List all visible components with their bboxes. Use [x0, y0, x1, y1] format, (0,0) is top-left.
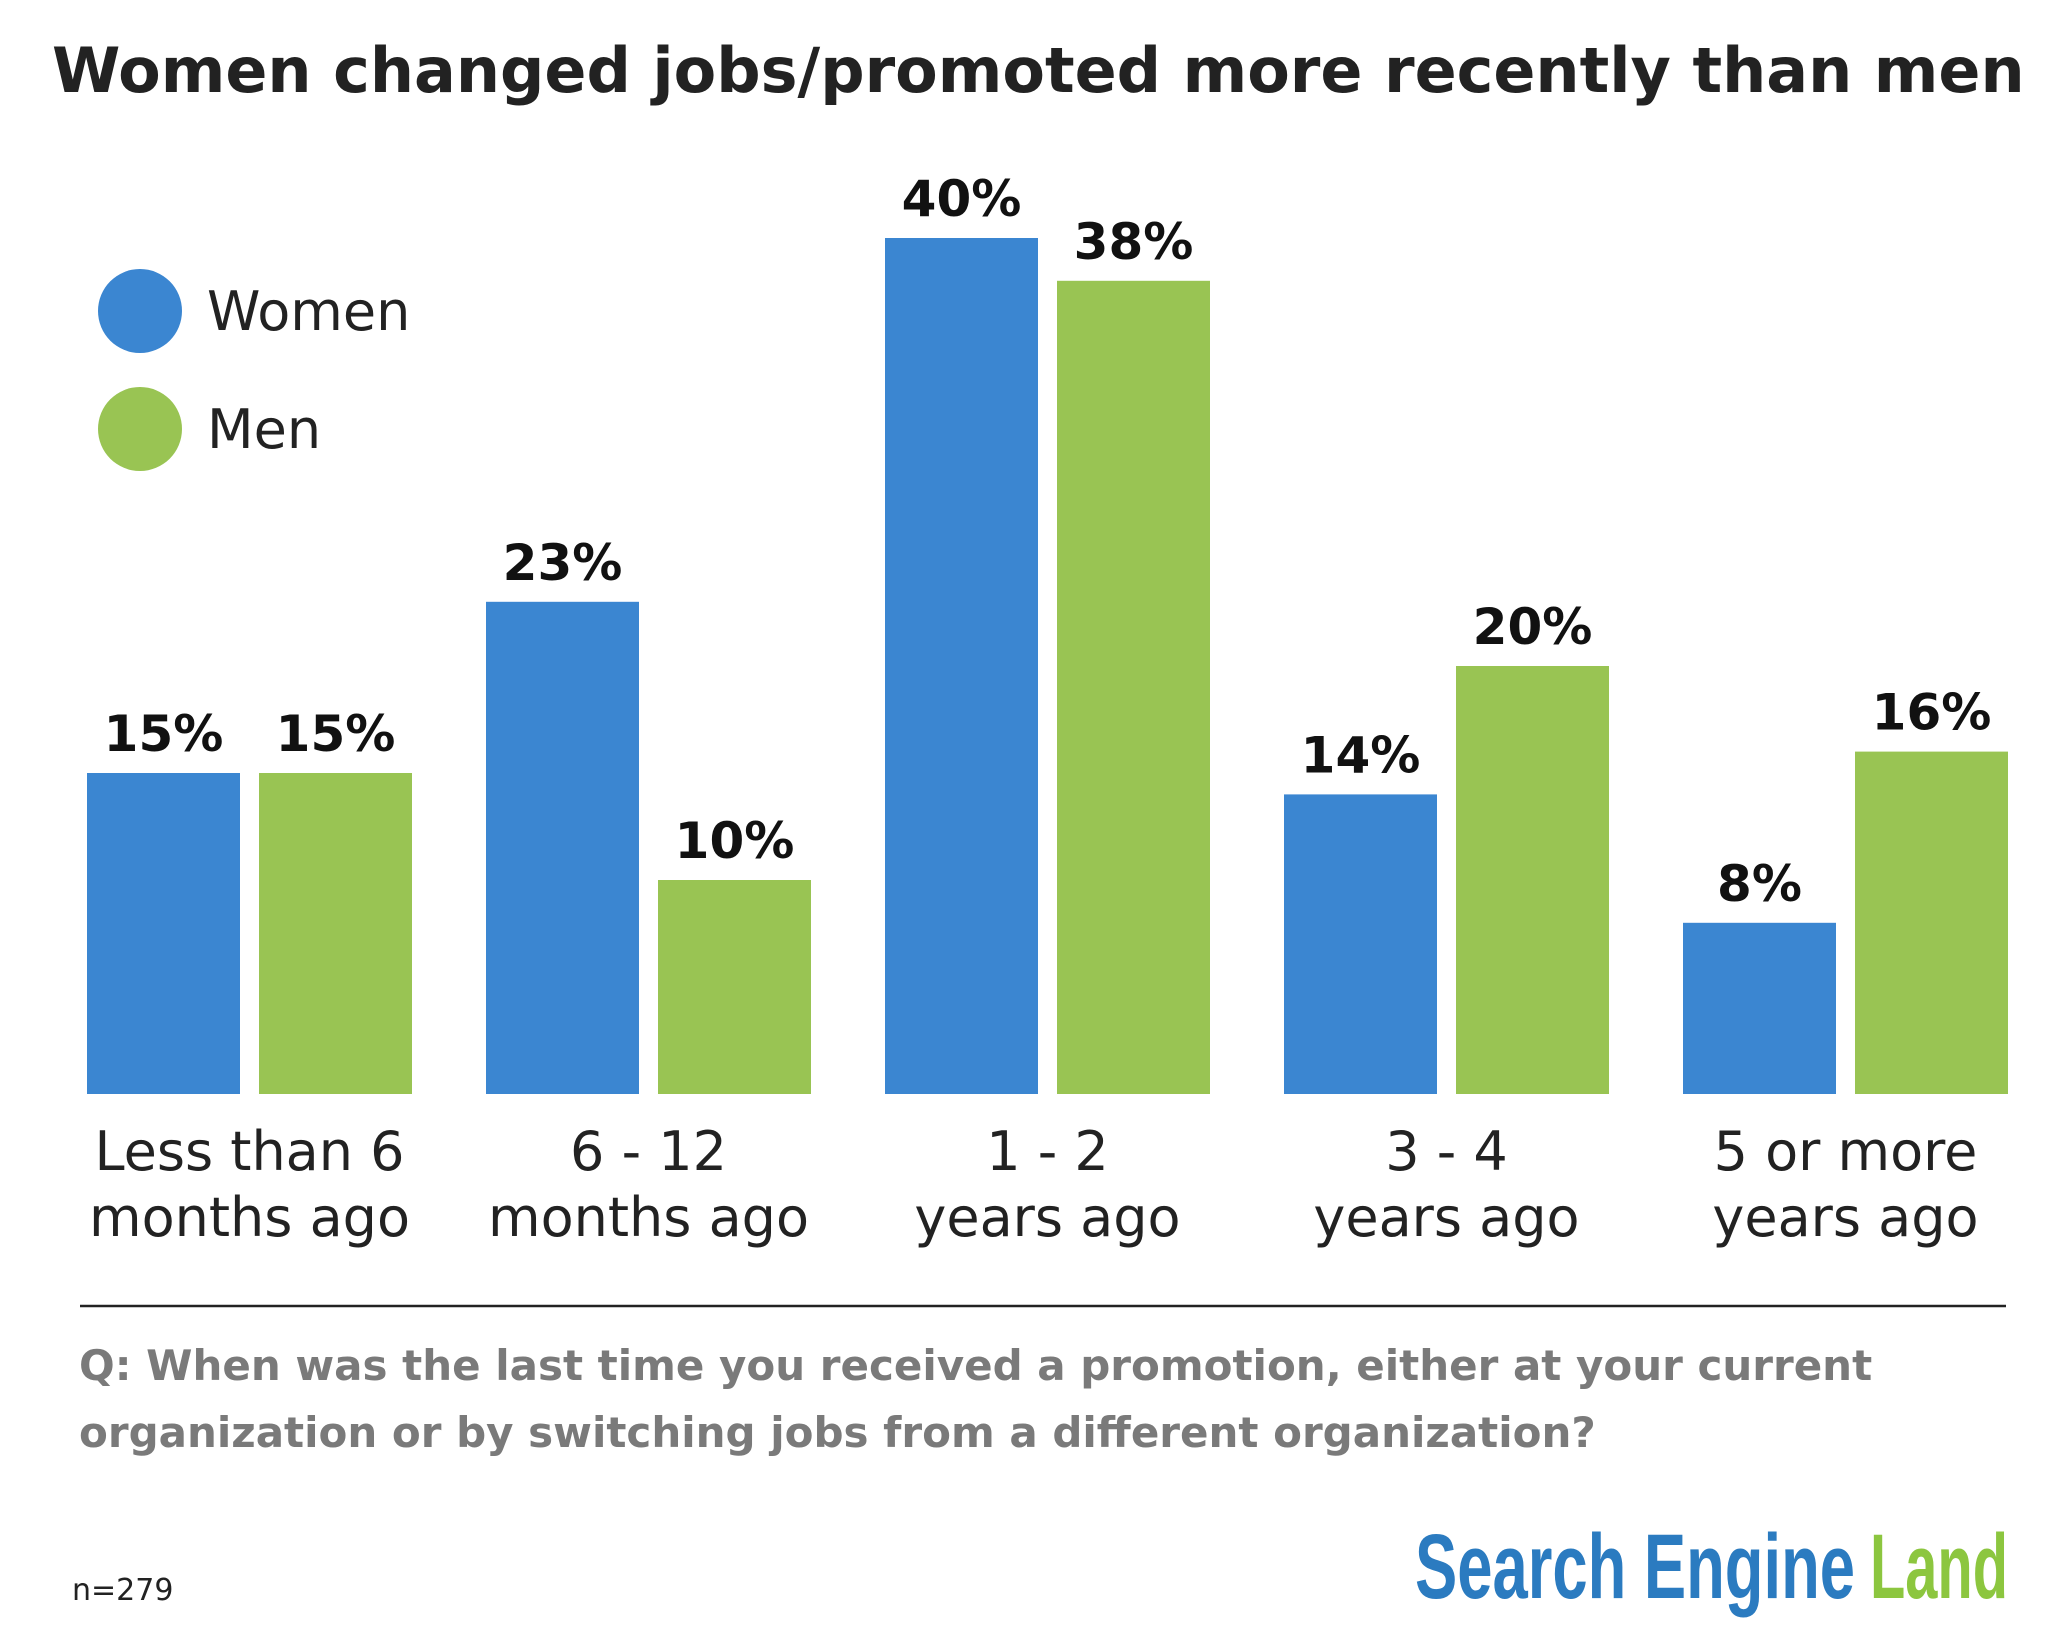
x-tick-label: years ago: [1712, 1186, 1978, 1249]
legend-label: Men: [207, 398, 321, 461]
legend-swatch: [98, 269, 182, 353]
bar: [87, 773, 240, 1094]
bar: [1683, 922, 1836, 1094]
question-line: Q: When was the last time you received a…: [79, 1341, 1872, 1390]
x-tick-label: 6 - 12: [570, 1120, 727, 1183]
value-label: 38%: [1074, 213, 1194, 271]
x-tick-label: Less than 6: [94, 1120, 404, 1183]
value-label: 16%: [1872, 684, 1992, 742]
bar: [486, 601, 639, 1094]
value-label: 15%: [104, 705, 224, 763]
x-tick-label: 3 - 4: [1385, 1120, 1508, 1183]
logo-text: Land: [1870, 1516, 2008, 1618]
bar: [1855, 751, 2008, 1094]
bar: [1456, 666, 1609, 1094]
question-line: organization or by switching jobs from a…: [79, 1408, 1596, 1457]
value-label: 15%: [276, 705, 396, 763]
bar: [885, 238, 1038, 1094]
x-tick-label: 1 - 2: [986, 1120, 1109, 1183]
x-tick-label: years ago: [1313, 1186, 1579, 1249]
sample-size: n=279: [72, 1573, 173, 1608]
bar: [1284, 794, 1437, 1094]
x-tick-label: 5 or more: [1714, 1120, 1978, 1183]
x-tick-label: years ago: [914, 1186, 1180, 1249]
x-tick-label: months ago: [488, 1186, 809, 1249]
value-label: 40%: [902, 170, 1022, 228]
value-label: 14%: [1301, 726, 1421, 784]
logo-text: Search Engine: [1415, 1516, 1855, 1618]
value-label: 20%: [1473, 598, 1593, 656]
legend-swatch: [98, 387, 182, 471]
bar: [259, 773, 412, 1094]
chart-title: Women changed jobs/promoted more recentl…: [52, 34, 2025, 107]
value-label: 10%: [675, 812, 795, 870]
x-tick-label: months ago: [89, 1186, 410, 1249]
value-label: 23%: [503, 534, 623, 592]
bar: [1057, 280, 1210, 1094]
value-label: 8%: [1717, 855, 1802, 913]
bar: [658, 880, 811, 1094]
legend-label: Women: [207, 280, 410, 343]
